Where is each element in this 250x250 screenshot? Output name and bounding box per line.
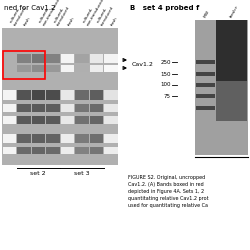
Bar	[216, 81, 247, 121]
Bar	[75, 104, 88, 112]
Bar	[2, 134, 16, 142]
Bar	[32, 116, 45, 124]
Bar	[32, 134, 45, 142]
Bar	[75, 54, 88, 62]
Bar	[17, 64, 30, 71]
Text: cultured,
transduced: cultured, transduced	[96, 3, 115, 26]
Bar	[60, 146, 74, 154]
Text: 75: 75	[164, 94, 171, 98]
Bar	[17, 54, 30, 62]
Bar	[90, 146, 103, 154]
Bar	[17, 134, 30, 142]
Bar	[46, 54, 60, 62]
Text: cultured,
transduced: cultured, transduced	[53, 3, 71, 26]
Bar	[32, 104, 45, 112]
Bar	[104, 116, 118, 124]
Bar	[195, 20, 248, 155]
Text: fresh: fresh	[67, 16, 76, 26]
Bar	[196, 83, 215, 87]
Bar	[196, 72, 215, 76]
Bar	[46, 146, 60, 154]
Bar	[196, 60, 215, 64]
Text: ned for Cav1.2: ned for Cav1.2	[4, 5, 56, 11]
Bar	[75, 90, 88, 100]
Bar	[46, 116, 60, 124]
Bar	[104, 146, 118, 154]
Bar	[75, 134, 88, 142]
Bar	[17, 146, 30, 154]
Text: cultured,
transduced: cultured, transduced	[9, 3, 28, 26]
Text: B   set 4 probed f: B set 4 probed f	[130, 5, 199, 11]
Bar	[90, 54, 103, 62]
Text: FIGURE S2. Original, uncropped
Cav1.2. (A) Bands boxed in red
depicted in Figure: FIGURE S2. Original, uncropped Cav1.2. (…	[128, 175, 208, 208]
Bar	[2, 90, 16, 100]
Bar	[17, 90, 30, 100]
Bar	[17, 116, 30, 124]
Bar	[104, 90, 118, 100]
Bar	[60, 134, 74, 142]
Text: fresh: fresh	[111, 16, 119, 26]
Bar	[75, 64, 88, 71]
Bar	[90, 90, 103, 100]
Bar	[2, 28, 118, 165]
Text: cultured,
non-transduced: cultured, non-transduced	[38, 0, 61, 26]
Bar	[60, 90, 74, 100]
Bar	[75, 116, 88, 124]
Bar	[2, 51, 45, 79]
Text: cultured,
non-transduced: cultured, non-transduced	[82, 0, 105, 26]
Text: 250: 250	[160, 60, 171, 64]
Text: Cav1.2: Cav1.2	[132, 62, 154, 66]
Bar	[196, 106, 215, 110]
Bar	[60, 54, 74, 62]
Bar	[17, 104, 30, 112]
Text: set 2: set 2	[30, 171, 46, 176]
Bar	[46, 64, 60, 71]
Bar	[104, 54, 118, 62]
Bar	[60, 116, 74, 124]
Bar	[90, 134, 103, 142]
Text: fresh: fresh	[24, 16, 32, 26]
Bar	[32, 146, 45, 154]
Bar	[46, 104, 60, 112]
Bar	[216, 20, 247, 121]
Bar	[90, 116, 103, 124]
Bar	[32, 90, 45, 100]
Bar	[2, 104, 16, 112]
Bar	[2, 146, 16, 154]
Bar	[104, 134, 118, 142]
Text: MW: MW	[203, 9, 210, 18]
Text: fresh+: fresh+	[230, 3, 240, 18]
Bar	[90, 104, 103, 112]
Text: set 3: set 3	[74, 171, 90, 176]
Bar	[104, 64, 118, 71]
Bar	[46, 90, 60, 100]
Bar	[60, 104, 74, 112]
Bar	[90, 64, 103, 71]
Bar	[196, 94, 215, 98]
Bar	[104, 104, 118, 112]
Bar	[46, 134, 60, 142]
Bar	[75, 146, 88, 154]
Bar	[32, 54, 45, 62]
Text: 150: 150	[160, 72, 171, 76]
Bar	[32, 64, 45, 71]
Bar	[2, 116, 16, 124]
Text: 100: 100	[160, 82, 171, 87]
Bar	[60, 64, 74, 71]
